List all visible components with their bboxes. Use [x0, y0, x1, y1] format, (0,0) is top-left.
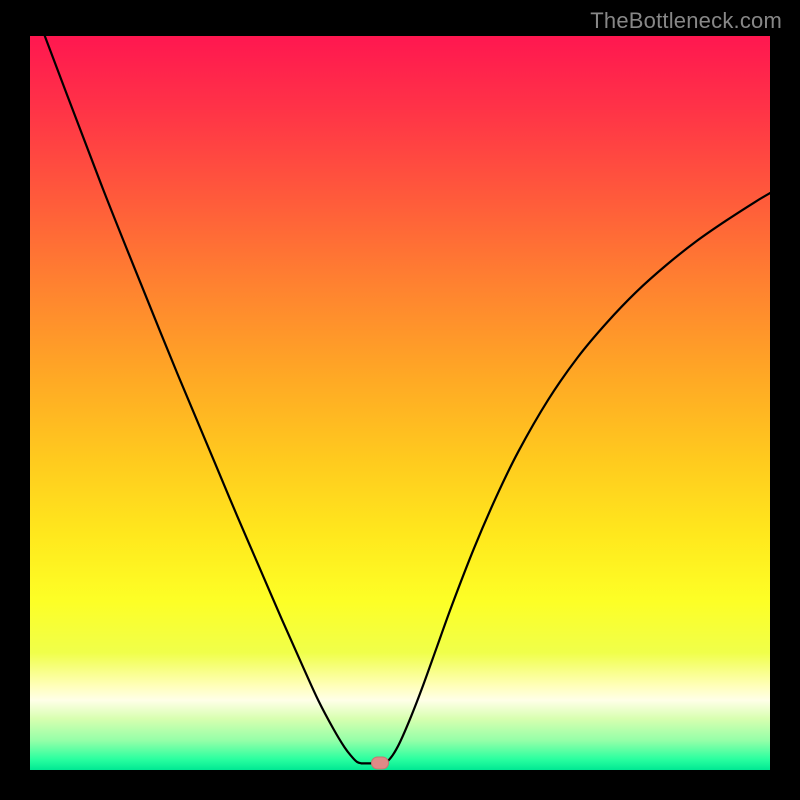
watermark-text: TheBottleneck.com: [590, 8, 782, 34]
chart-container: TheBottleneck.com: [0, 0, 800, 800]
plot-area: [30, 36, 770, 770]
bottleneck-curve: [30, 36, 770, 770]
optimum-marker: [371, 757, 389, 770]
